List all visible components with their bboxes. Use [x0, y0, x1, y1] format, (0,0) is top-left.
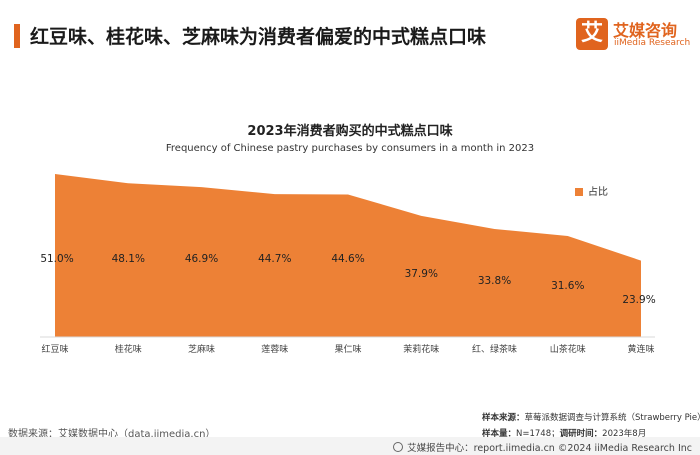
iimedia-logo: 艾 艾媒咨询 iiMedia Research	[576, 18, 694, 54]
x-tick-label-0: 红豆味	[41, 343, 68, 355]
footer-copyright-text: 艾媒报告中心：report.iimedia.cn ©2024 iiMedia R…	[407, 443, 692, 454]
survey-time-label: 调研时间：	[559, 429, 603, 439]
legend-label: 占比	[588, 187, 608, 198]
sample-size-line: 样本量：N=1748；调研时间：2023年8月	[482, 426, 700, 442]
chart-subtitle: Frequency of Chinese pastry purchases by…	[165, 143, 535, 154]
footer-copyright: 艾媒报告中心：report.iimedia.cn ©2024 iiMedia R…	[393, 440, 692, 454]
footer-bar	[0, 437, 700, 455]
data-label-4: 44.6%	[331, 253, 364, 265]
data-label-8: 23.9%	[622, 294, 655, 306]
x-tick-label-5: 茉莉花味	[403, 343, 439, 355]
data-label-6: 33.8%	[478, 275, 511, 287]
survey-time-value: 2023年8月	[602, 429, 647, 439]
data-label-0: 51.0%	[40, 253, 73, 265]
sample-source-line: 样本来源：草莓派数据调查与计算系统（Strawberry Pie）	[482, 410, 700, 426]
logo-text-en: iiMedia Research	[614, 38, 691, 48]
report-center-icon	[393, 442, 404, 452]
sample-source-value: 草莓派数据调查与计算系统（Strawberry Pie）	[524, 413, 700, 423]
sample-source-label: 样本来源：	[482, 413, 525, 423]
data-source: 数据来源：艾媒数据中心（data.iimedia.cn）	[8, 429, 216, 440]
x-tick-label-4: 果仁味	[334, 343, 361, 355]
logo-text-cn: 艾媒咨询	[613, 21, 678, 40]
data-label-1: 48.1%	[112, 253, 145, 265]
data-label-3: 44.7%	[258, 253, 291, 265]
x-tick-label-1: 桂花味	[115, 343, 142, 355]
logo-mark-icon: 艾	[576, 18, 608, 50]
chart-legend: 占比	[575, 183, 608, 198]
x-tick-label-6: 红、绿茶味	[472, 343, 517, 355]
page-title: 红豆味、桂花味、芝麻味为消费者偏爱的中式糕点口味	[30, 26, 487, 48]
legend-swatch	[575, 188, 583, 196]
x-tick-label-7: 山茶花味	[550, 343, 586, 355]
x-tick-label-3: 莲蓉味	[261, 343, 288, 355]
title-accent-bar	[14, 24, 20, 48]
data-label-2: 46.9%	[185, 253, 218, 265]
sample-size-value: N=1748；	[516, 429, 560, 439]
chart-title: 2023年消费者购买的中式糕点口味	[247, 124, 453, 139]
sample-notes: 样本来源：草莓派数据调查与计算系统（Strawberry Pie） 样本量：N=…	[482, 410, 700, 442]
data-label-7: 31.6%	[551, 280, 584, 292]
header: 红豆味、桂花味、芝麻味为消费者偏爱的中式糕点口味 艾 艾媒咨询 iiMedia …	[0, 0, 700, 72]
data-label-5: 37.9%	[405, 268, 438, 280]
area-series-占比	[55, 174, 641, 337]
x-tick-label-8: 黄连味	[627, 343, 654, 355]
sample-size-label: 样本量：	[482, 429, 517, 439]
x-tick-label-2: 芝麻味	[188, 343, 215, 355]
